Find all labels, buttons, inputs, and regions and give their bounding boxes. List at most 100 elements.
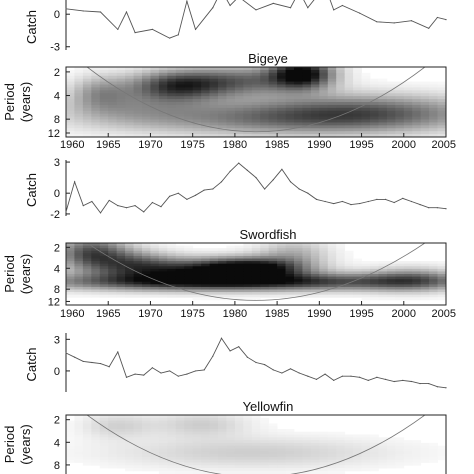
power-cell (116, 113, 126, 117)
power-cell (142, 67, 151, 71)
power-cell (378, 437, 388, 441)
power-cell (175, 104, 185, 109)
power-cell (192, 263, 202, 267)
power-cell (285, 448, 295, 452)
power-cell (209, 276, 219, 280)
power-cell (310, 437, 320, 441)
power-cell (158, 431, 168, 435)
power-cell (260, 96, 270, 100)
power-cell (201, 292, 210, 296)
power-cell (167, 465, 177, 469)
power-cell (260, 451, 270, 455)
power-cell (192, 442, 202, 447)
power-cell (251, 456, 261, 461)
power-cell (142, 454, 151, 458)
power-cell (91, 423, 101, 427)
power-cell (277, 75, 286, 80)
power-cell (327, 442, 337, 447)
power-cell (116, 263, 126, 267)
power-cell (437, 271, 446, 275)
power-cell (336, 67, 346, 71)
power-cell (361, 90, 371, 94)
data-point (65, 8, 67, 10)
power-cell (91, 274, 101, 277)
power-cell (277, 116, 286, 120)
power-cell (378, 134, 388, 137)
power-cell (226, 470, 236, 474)
power-cell (91, 122, 101, 126)
power-cell (277, 67, 286, 71)
power-cell (226, 102, 236, 106)
power-cell (99, 87, 109, 91)
power-cell (99, 417, 109, 421)
power-cell (260, 253, 270, 257)
power-cell (327, 253, 337, 257)
y-tick-label: 0 (54, 366, 60, 378)
power-cell (184, 93, 194, 97)
power-cell (125, 250, 134, 254)
power-cell (158, 255, 168, 259)
power-cell (66, 456, 75, 461)
power-cell (319, 261, 329, 265)
power-cell (243, 459, 253, 463)
power-cell (125, 122, 134, 126)
power-cell (167, 125, 177, 129)
power-cell (310, 107, 320, 112)
power-cell (403, 119, 413, 123)
power-cell (285, 245, 295, 249)
power-cell (243, 271, 253, 275)
power-cell (429, 451, 438, 455)
plot-frame (65, 242, 447, 306)
power-cell (125, 462, 134, 466)
power-cell (344, 445, 354, 449)
power-cell (150, 294, 160, 298)
power-cell (234, 465, 244, 469)
y-tick-label: 2 (54, 415, 60, 427)
power-cell (437, 276, 446, 280)
power-cell (108, 440, 118, 444)
power-cell (251, 87, 261, 91)
power-cell (142, 122, 151, 126)
power-cell (201, 423, 210, 427)
power-cell (167, 434, 177, 438)
power-cell (260, 255, 270, 259)
power-cell (251, 434, 261, 438)
power-cell (420, 93, 430, 97)
power-cell (226, 119, 236, 123)
power-cell (310, 248, 320, 252)
power-cell (353, 72, 362, 77)
power-cell (209, 428, 219, 433)
power-cell (74, 107, 84, 112)
power-cell (353, 266, 362, 270)
power-cell (336, 292, 346, 296)
power-cell (268, 81, 278, 85)
power-cell (251, 131, 261, 135)
catch-series-line (65, 162, 447, 214)
y-tick-label: 12 (48, 128, 60, 140)
power-cell (158, 119, 168, 123)
power-cell (327, 125, 337, 129)
power-cell (353, 284, 362, 288)
power-cell (243, 75, 253, 80)
power-cell (108, 96, 118, 100)
power-cell (175, 107, 185, 112)
power-cell (192, 451, 202, 455)
power-cell (302, 245, 312, 249)
power-cell (142, 72, 151, 77)
power-cell (412, 116, 422, 120)
power-cell (167, 258, 177, 262)
power-cell (116, 451, 126, 455)
x-tick-label: 2005 (432, 139, 456, 151)
power-cell (116, 81, 126, 85)
power-cell (158, 253, 168, 257)
power-cell (167, 274, 177, 277)
power-cell (344, 90, 354, 94)
power-cell (226, 271, 236, 275)
power-cell (192, 72, 202, 77)
power-cell (412, 279, 422, 283)
power-cell (268, 250, 278, 254)
power-cell (234, 72, 244, 77)
power-cell (234, 87, 244, 91)
power-cell (167, 72, 177, 77)
power-cell (251, 286, 261, 290)
